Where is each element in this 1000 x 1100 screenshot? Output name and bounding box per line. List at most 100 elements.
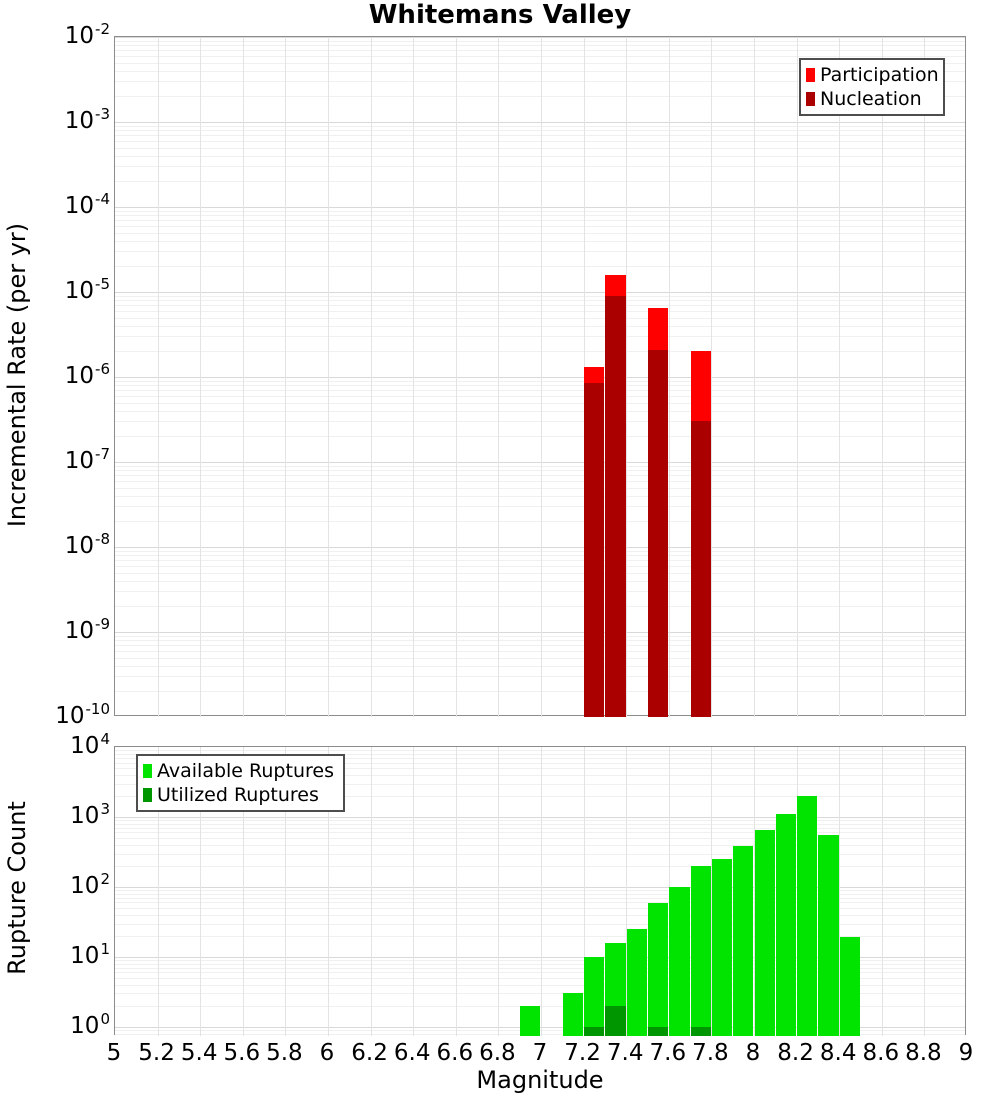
minor-gridline	[115, 40, 965, 42]
x-tick-label: 5.2	[138, 1040, 175, 1066]
x-tick-label: 7.2	[564, 1040, 601, 1066]
y-tick-label: 103	[0, 799, 110, 830]
vertical-gridline	[541, 747, 542, 1036]
minor-gridline	[115, 897, 965, 899]
vertical-gridline	[839, 747, 841, 1036]
minor-gridline	[115, 140, 965, 142]
legend-entry-utilized-ruptures: Utilized Ruptures	[143, 783, 338, 807]
vertical-gridline	[455, 747, 457, 1036]
x-tick-label: 6.2	[351, 1040, 388, 1066]
x-tick-label: 5.8	[266, 1040, 303, 1066]
minor-gridline	[115, 135, 965, 137]
minor-gridline	[115, 55, 965, 57]
vertical-gridline	[200, 37, 202, 717]
minor-gridline	[115, 62, 965, 64]
vertical-gridline	[924, 747, 926, 1036]
minor-gridline	[115, 757, 965, 759]
x-tick-label: 6	[319, 1040, 335, 1066]
x-tick-label: 6.6	[436, 1040, 474, 1066]
available-ruptures-bar	[775, 814, 797, 1036]
minor-gridline	[115, 225, 965, 227]
minor-gridline	[115, 210, 965, 212]
x-tick-label: 7.8	[692, 1040, 729, 1066]
minor-gridline	[115, 572, 965, 574]
y-tick-label: 10-5	[0, 275, 110, 305]
minor-gridline	[115, 410, 965, 412]
minor-gridline	[115, 907, 965, 909]
minor-gridline	[115, 305, 965, 307]
vertical-gridline	[413, 37, 415, 717]
minor-gridline	[115, 181, 965, 183]
major-gridline	[115, 207, 965, 208]
minor-gridline	[115, 832, 965, 834]
major-gridline	[115, 886, 965, 888]
minor-gridline	[115, 465, 965, 467]
vertical-gridline	[370, 37, 372, 717]
minor-gridline	[115, 691, 965, 693]
available-ruptures-bar	[669, 886, 690, 1036]
minor-gridline	[115, 606, 965, 608]
vertical-gridline	[157, 747, 159, 1036]
x-axis-label: Magnitude	[476, 1066, 604, 1094]
legend-label-nucleation: Nucleation	[820, 88, 922, 110]
minor-gridline	[115, 220, 965, 222]
major-gridline	[115, 377, 965, 378]
nucleation-bar	[584, 382, 605, 717]
x-tick-label: 6.4	[393, 1040, 431, 1066]
minor-gridline	[115, 487, 965, 489]
x-tick-label: 7.6	[649, 1040, 687, 1066]
major-gridline	[115, 122, 965, 123]
vertical-gridline	[796, 747, 798, 1036]
major-gridline	[115, 462, 965, 463]
minor-gridline	[115, 774, 965, 776]
minor-gridline	[115, 795, 965, 797]
minor-gridline	[115, 475, 965, 477]
y-tick-base: 10	[64, 533, 95, 559]
minor-gridline	[115, 555, 965, 557]
minor-gridline	[115, 935, 965, 937]
minor-gridline	[115, 70, 965, 72]
minor-gridline	[115, 402, 965, 404]
y-tick-label: 10-9	[0, 615, 110, 645]
minor-gridline	[115, 823, 965, 825]
minor-gridline	[115, 783, 965, 785]
y-tick-exponent: -9	[95, 615, 110, 633]
vertical-gridline	[583, 37, 585, 717]
minor-gridline	[115, 147, 965, 149]
major-gridline	[115, 816, 965, 818]
minor-gridline	[115, 240, 965, 242]
y-tick-base: 10	[70, 942, 100, 969]
minor-gridline	[115, 81, 965, 83]
y-tick-base: 10	[64, 278, 95, 304]
minor-gridline	[115, 820, 965, 822]
y-tick-exponent: 3	[100, 799, 110, 818]
minor-gridline	[115, 902, 965, 904]
participation-swatch-icon	[806, 68, 815, 82]
vertical-gridline	[328, 37, 329, 717]
vertical-gridline	[541, 37, 542, 717]
vertical-gridline	[200, 747, 202, 1036]
y-tick-base: 10	[70, 733, 100, 759]
vertical-gridline	[924, 37, 926, 717]
available-ruptures-bar	[754, 829, 775, 1036]
minor-gridline	[115, 650, 965, 652]
minor-gridline	[115, 963, 965, 965]
y-tick-label: 10-2	[0, 20, 110, 50]
minor-gridline	[115, 560, 965, 562]
vertical-gridline	[285, 37, 287, 717]
minor-gridline	[115, 890, 965, 892]
minor-gridline	[115, 380, 965, 382]
y-tick-base: 10	[70, 802, 100, 829]
minor-gridline	[115, 295, 965, 297]
vertical-gridline	[455, 37, 457, 717]
legend-entry-available-ruptures: Available Ruptures	[143, 759, 338, 783]
available-ruptures-bar	[520, 1005, 541, 1036]
minor-gridline	[115, 984, 965, 986]
minor-gridline	[115, 640, 965, 642]
y-tick-label: 102	[0, 870, 110, 900]
minor-gridline	[115, 762, 965, 764]
minor-gridline	[115, 580, 965, 582]
vertical-gridline	[370, 747, 372, 1036]
y-tick-base: 10	[64, 193, 95, 219]
minor-gridline	[115, 50, 965, 52]
